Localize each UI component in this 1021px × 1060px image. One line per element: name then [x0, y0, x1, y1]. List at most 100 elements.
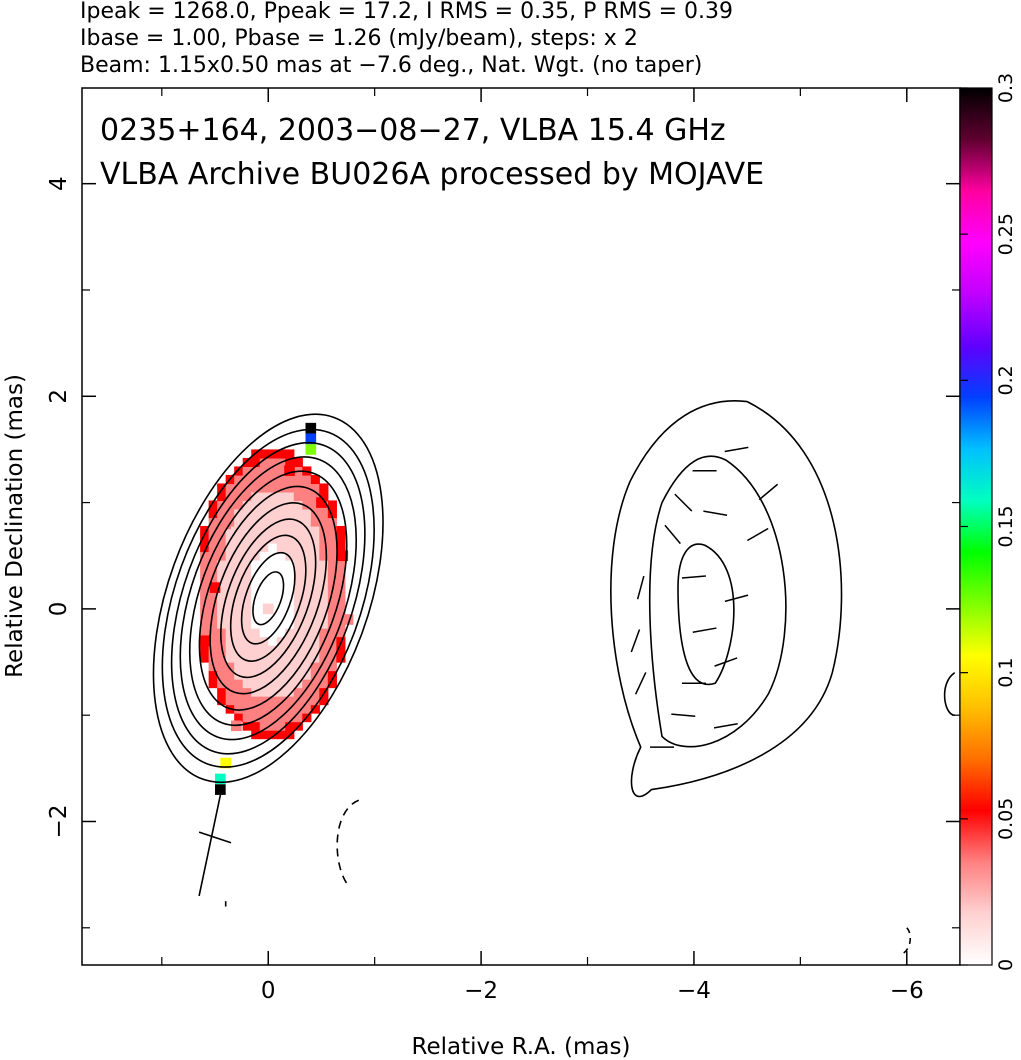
pol-pixel	[242, 602, 252, 612]
pol-pixel	[276, 662, 286, 672]
pol-pixel	[319, 508, 329, 519]
pol-pixel	[259, 449, 269, 459]
pol-pixel	[327, 645, 337, 655]
pol-pixel	[259, 679, 269, 689]
pol-pixel	[217, 559, 227, 570]
pol-pixel	[310, 594, 320, 604]
pol-pixel	[276, 679, 286, 689]
pol-pixel	[208, 534, 218, 544]
pol-pixel	[225, 636, 235, 646]
pol-pixel	[234, 679, 244, 689]
pol-pixel	[302, 696, 312, 706]
pol-pixel	[336, 542, 346, 553]
pol-pixel	[327, 653, 337, 663]
pol-pixel	[234, 525, 244, 536]
pol-pixel	[234, 628, 244, 638]
pol-pixel	[268, 585, 278, 595]
pol-pixel	[336, 611, 346, 621]
pol-pixel	[259, 645, 269, 655]
pol-pixel	[276, 483, 286, 493]
pol-pixel	[268, 687, 278, 697]
pol-pixel	[327, 576, 337, 587]
pol-pixel	[259, 508, 269, 519]
pol-pixel	[200, 645, 210, 655]
pol-pixel	[285, 576, 295, 587]
pol-pixel	[242, 457, 252, 468]
pol-pixel	[242, 594, 252, 604]
pol-pixel	[268, 653, 278, 663]
intensity-contour	[252, 571, 285, 626]
pol-pixel	[276, 517, 286, 527]
pol-pixel	[285, 696, 295, 706]
pol-pixel	[327, 534, 337, 544]
pol-pixel	[302, 551, 312, 561]
edge-contour	[943, 672, 956, 716]
evpa-vector	[681, 575, 706, 579]
pol-pixel	[259, 713, 269, 723]
pol-pixel	[259, 653, 269, 663]
pol-pixel	[225, 585, 235, 595]
pol-pixel	[208, 542, 218, 553]
pol-pixel	[276, 568, 286, 578]
y-tick-label: −2	[46, 805, 72, 839]
pol-pixel	[276, 653, 286, 663]
pol-pixel	[259, 628, 269, 638]
pol-pixel	[276, 474, 286, 485]
secondary-features	[198, 400, 956, 956]
pol-pixel	[234, 576, 244, 587]
pol-pixel	[302, 576, 312, 587]
pol-pixel	[242, 542, 252, 553]
pol-pixel	[225, 602, 235, 612]
pol-pixel-edge	[337, 550, 349, 562]
pol-pixel	[336, 645, 346, 655]
pol-pixel	[310, 662, 320, 672]
pol-pixel	[276, 696, 286, 706]
pol-pixel	[302, 500, 312, 510]
pol-pixel	[208, 517, 218, 527]
negative-contour-1	[336, 799, 360, 886]
pol-pixel	[268, 628, 278, 638]
pol-pixel	[302, 670, 312, 680]
pol-pixel	[285, 721, 295, 731]
pol-pixel	[310, 534, 320, 544]
pol-pixel	[336, 628, 346, 638]
pol-pixel	[251, 525, 261, 536]
pol-pixel	[327, 670, 337, 680]
colorbar-tick-label: 0.2	[995, 365, 1017, 395]
pol-pixel	[302, 517, 312, 527]
pol-pixel	[234, 534, 244, 544]
pol-pixel	[208, 619, 218, 629]
pol-pixel	[293, 585, 303, 595]
pol-pixel	[285, 508, 295, 519]
pol-pixel	[251, 653, 261, 663]
pol-pixel	[276, 585, 286, 595]
pol-pixel	[268, 559, 278, 570]
secondary-contour-3	[677, 543, 735, 686]
evpa-vector	[714, 657, 738, 667]
pol-pixel-edge	[252, 667, 263, 678]
pol-pixel-edge	[215, 784, 226, 795]
pol-pixel	[234, 551, 244, 561]
y-tick-label: 0	[46, 602, 72, 617]
pol-pixel	[217, 568, 227, 578]
pol-pixel	[259, 611, 269, 621]
pol-pixel	[293, 534, 303, 544]
pol-pixel	[225, 679, 235, 689]
pol-pixel	[259, 576, 269, 587]
pol-pixel	[251, 542, 261, 553]
pol-pixel	[259, 687, 269, 697]
pol-pixel	[208, 670, 218, 680]
pol-pixel	[208, 551, 218, 561]
pol-pixel	[285, 636, 295, 646]
pol-pixel	[276, 508, 286, 519]
pol-pixel	[268, 517, 278, 527]
pol-pixel	[276, 466, 286, 476]
pol-pixel	[293, 542, 303, 553]
pol-pixel	[285, 670, 295, 680]
pol-pixel	[310, 602, 320, 612]
pol-pixel	[302, 491, 312, 502]
pol-pixel	[251, 662, 261, 672]
pol-pixel	[234, 585, 244, 595]
pol-pixel	[336, 594, 346, 604]
pol-pixel	[285, 525, 295, 536]
